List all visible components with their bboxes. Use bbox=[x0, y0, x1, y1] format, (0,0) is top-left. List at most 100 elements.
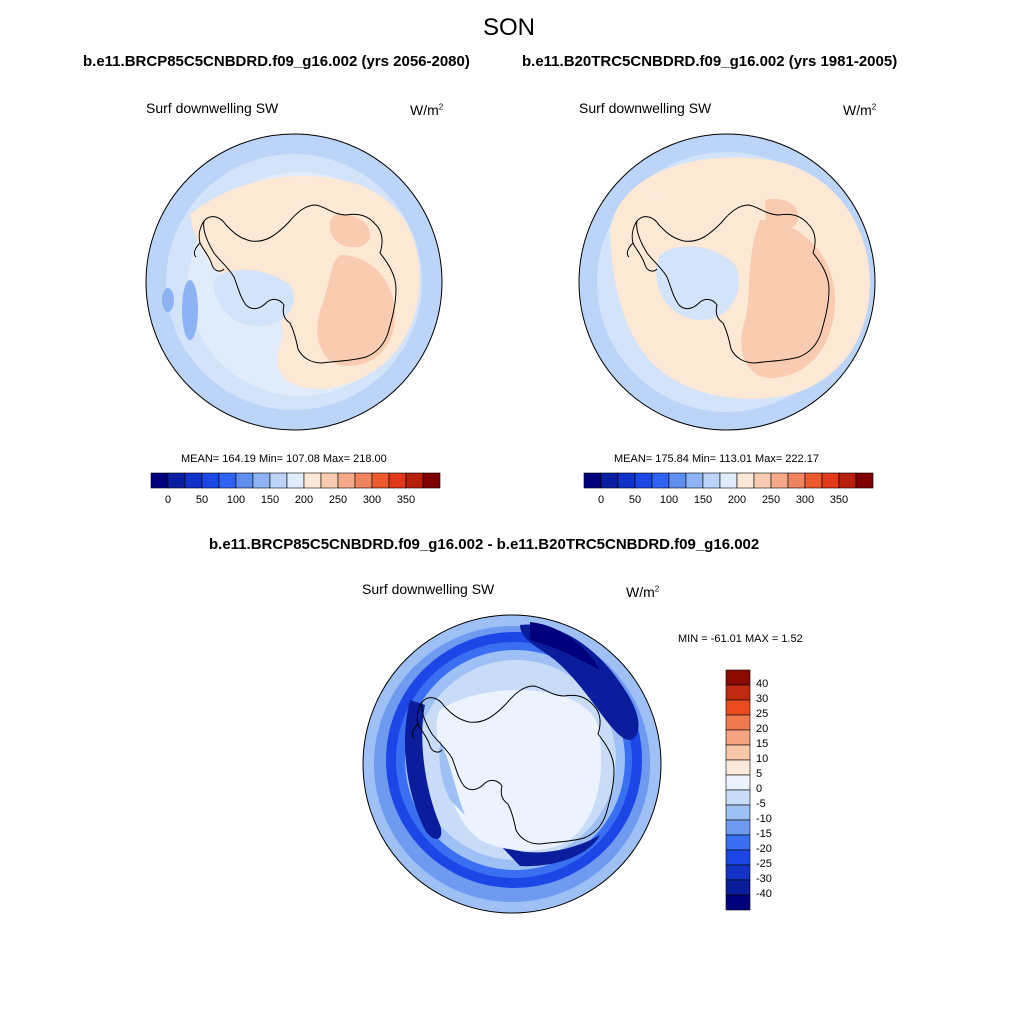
right-colorbar-swatch bbox=[685, 472, 704, 489]
right-colorbar-swatch bbox=[702, 472, 721, 489]
left-colorbar-swatch bbox=[422, 472, 441, 489]
left-colorbar bbox=[150, 472, 441, 489]
diff-variable-label: Surf downwelling SW bbox=[362, 581, 495, 597]
right-colorbar-tick-label: 250 bbox=[761, 494, 781, 506]
diff-colorbar-swatch bbox=[725, 864, 751, 881]
right-units-label: W/m2 bbox=[843, 102, 877, 118]
diff-colorbar-tick-label: 20 bbox=[756, 723, 769, 735]
diff-colorbar-tick-label: -30 bbox=[756, 873, 772, 885]
right-colorbar-swatch bbox=[821, 472, 840, 489]
left-colorbar-swatch bbox=[235, 472, 254, 489]
right-colorbar-swatch bbox=[583, 472, 602, 489]
diff-colorbar-swatch bbox=[725, 894, 751, 911]
right-stats: MEAN= 175.84 Min= 113.01 Max= 222.17 bbox=[614, 453, 819, 465]
diff-colorbar-swatch bbox=[725, 669, 751, 686]
diff-colorbar-tick-label: -15 bbox=[756, 828, 772, 840]
left-colorbar-tick-label: 250 bbox=[328, 494, 348, 506]
right-colorbar-swatch bbox=[855, 472, 874, 489]
left-colorbar-tick-label: 100 bbox=[226, 494, 246, 506]
diff-colorbar-swatch bbox=[725, 834, 751, 851]
diff-colorbar-swatch bbox=[725, 804, 751, 821]
left-map bbox=[146, 134, 442, 430]
left-colorbar-swatch bbox=[388, 472, 407, 489]
right-colorbar-swatch bbox=[719, 472, 738, 489]
left-colorbar-swatch bbox=[150, 472, 169, 489]
right-colorbar-swatch bbox=[668, 472, 687, 489]
right-colorbar bbox=[583, 472, 874, 489]
diff-colorbar-tick-label: 40 bbox=[756, 678, 769, 690]
right-colorbar-swatch bbox=[617, 472, 636, 489]
diff-colorbar-swatch bbox=[725, 759, 751, 776]
right-colorbar-swatch bbox=[651, 472, 670, 489]
diff-colorbar-tick-label: 0 bbox=[756, 783, 763, 795]
diff-colorbar-swatch bbox=[725, 789, 751, 806]
diff-colorbar-swatch bbox=[725, 744, 751, 761]
right-variable-label: Surf downwelling SW bbox=[579, 100, 712, 116]
left-colorbar-swatch bbox=[405, 472, 424, 489]
diff-colorbar-tick-label: -20 bbox=[756, 843, 772, 855]
left-colorbar-swatch bbox=[286, 472, 305, 489]
left-colorbar-tick-label: 350 bbox=[396, 494, 416, 506]
left-colorbar-tick-label: 150 bbox=[260, 494, 280, 506]
left-colorbar-swatch bbox=[303, 472, 322, 489]
left-colorbar-swatch bbox=[201, 472, 220, 489]
left-colorbar-tick-label: 50 bbox=[195, 494, 209, 506]
diff-colorbar-swatch bbox=[725, 849, 751, 866]
right-run-title: b.e11.B20TRC5CNBDRD.f09_g16.002 (yrs 198… bbox=[522, 53, 898, 70]
right-colorbar-tick-label: 100 bbox=[659, 494, 679, 506]
diff-colorbar-swatch bbox=[725, 774, 751, 791]
right-colorbar-swatch bbox=[787, 472, 806, 489]
diff-colorbar-tick-label: -10 bbox=[756, 813, 772, 825]
right-colorbar-swatch bbox=[770, 472, 789, 489]
diff-colorbar-tick-label: -5 bbox=[756, 798, 766, 810]
diff-colorbar-swatch bbox=[725, 699, 751, 716]
figure-title: SON bbox=[483, 14, 536, 41]
left-colorbar-swatch bbox=[337, 472, 356, 489]
diff-colorbar-tick-label: 5 bbox=[756, 768, 763, 780]
right-colorbar-swatch bbox=[838, 472, 857, 489]
right-colorbar-swatch bbox=[736, 472, 755, 489]
left-stats: MEAN= 164.19 Min= 107.08 Max= 218.00 bbox=[181, 453, 387, 465]
diff-colorbar-tick-label: 10 bbox=[756, 753, 769, 765]
right-colorbar-tick-label: 350 bbox=[829, 494, 849, 506]
left-colorbar-swatch bbox=[218, 472, 237, 489]
diff-colorbar-swatch bbox=[725, 819, 751, 836]
right-map bbox=[579, 134, 875, 430]
diff-colorbar-swatch bbox=[725, 684, 751, 701]
right-colorbar-swatch bbox=[634, 472, 653, 489]
diff-map bbox=[363, 615, 661, 913]
left-colorbar-tick-label: 0 bbox=[164, 494, 172, 506]
diff-units-label: W/m2 bbox=[626, 584, 660, 600]
diff-colorbar-tick-label: 30 bbox=[756, 693, 769, 705]
right-colorbar-tick-label: 300 bbox=[795, 494, 815, 506]
left-units-label: W/m2 bbox=[410, 102, 444, 118]
diff-colorbar-tick-label: 15 bbox=[756, 738, 769, 750]
right-colorbar-tick-label: 0 bbox=[597, 494, 605, 506]
diff-run-title: b.e11.BRCP85C5CNBDRD.f09_g16.002 - b.e11… bbox=[209, 536, 760, 553]
left-run-title: b.e11.BRCP85C5CNBDRD.f09_g16.002 (yrs 20… bbox=[83, 53, 470, 70]
left-variable-label: Surf downwelling SW bbox=[146, 100, 279, 116]
right-colorbar-swatch bbox=[753, 472, 772, 489]
right-colorbar-tick-label: 150 bbox=[693, 494, 713, 506]
left-colorbar-swatch bbox=[320, 472, 339, 489]
left-colorbar-swatch bbox=[184, 472, 203, 489]
left-colorbar-swatch bbox=[354, 472, 373, 489]
diff-stats: MIN = -61.01 MAX = 1.52 bbox=[678, 633, 803, 645]
diff-colorbar-tick-label: 25 bbox=[756, 708, 769, 720]
diff-colorbar-swatch bbox=[725, 729, 751, 746]
left-colorbar-swatch bbox=[269, 472, 288, 489]
right-colorbar-tick-label: 200 bbox=[727, 494, 747, 506]
right-colorbar-swatch bbox=[804, 472, 823, 489]
left-colorbar-swatch bbox=[371, 472, 390, 489]
diff-colorbar-swatch bbox=[725, 714, 751, 731]
right-colorbar-swatch bbox=[600, 472, 619, 489]
right-colorbar-tick-label: 50 bbox=[628, 494, 642, 506]
left-colorbar-swatch bbox=[252, 472, 271, 489]
left-colorbar-tick-label: 300 bbox=[362, 494, 382, 506]
left-colorbar-tick-label: 200 bbox=[294, 494, 314, 506]
diff-colorbar-tick-label: -25 bbox=[756, 858, 772, 870]
diff-colorbar-tick-label: -40 bbox=[756, 888, 772, 900]
diff-colorbar bbox=[725, 669, 751, 911]
left-colorbar-swatch bbox=[167, 472, 186, 489]
